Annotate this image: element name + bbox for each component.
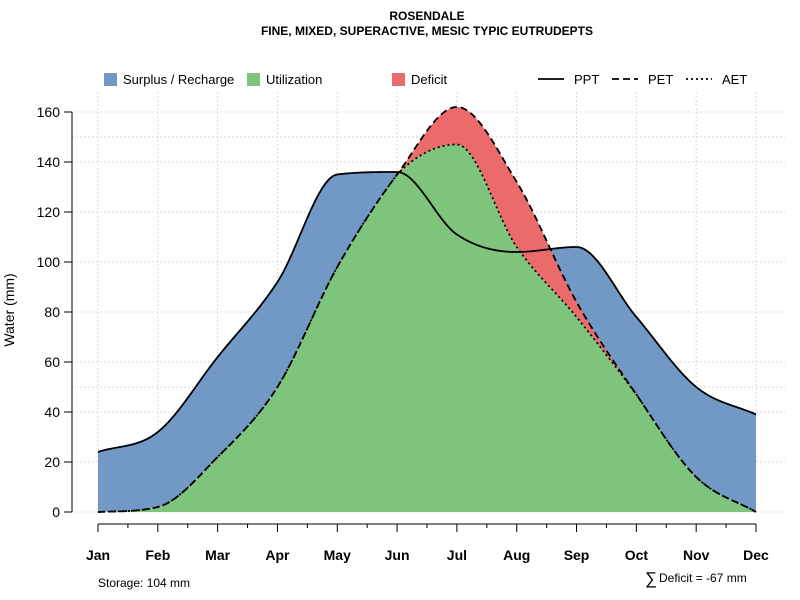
surplus-recharge-area xyxy=(98,144,756,512)
x-tick-label-jun: Jun xyxy=(385,547,410,563)
legend-label: AET xyxy=(722,72,747,87)
legend-item-utilization: Utilization xyxy=(247,72,322,87)
y-axis-label: Water (mm) xyxy=(1,273,17,346)
y-tick-label: 140 xyxy=(37,154,61,170)
y-tick-label: 160 xyxy=(37,104,61,120)
storage-label: Storage: 104 mm xyxy=(98,576,190,590)
x-tick-label-apr: Apr xyxy=(265,547,290,563)
series-line-pet xyxy=(97,106,757,513)
y-tick-label: 120 xyxy=(37,204,61,220)
x-tick-label-jan: Jan xyxy=(86,547,110,563)
series-lines xyxy=(97,106,757,513)
legend-item-pet: PET xyxy=(612,72,673,87)
legend-swatch xyxy=(392,73,405,86)
legend-item-aet: AET xyxy=(686,72,747,87)
area-fills xyxy=(98,107,756,512)
y-tick-label: 20 xyxy=(44,454,60,470)
y-tick-label: 0 xyxy=(52,504,60,520)
utilization-area xyxy=(98,144,756,512)
x-tick-label-feb: Feb xyxy=(145,547,170,563)
y-tick-label: 80 xyxy=(44,304,60,320)
legend-item-deficit: Deficit xyxy=(392,72,448,87)
deficit-total: Deficit = -67 mm xyxy=(659,571,747,585)
x-tick-label-dec: Dec xyxy=(743,547,769,563)
legend-swatch xyxy=(104,73,117,86)
y-tick-label: 100 xyxy=(37,254,61,270)
y-tick-label: 60 xyxy=(44,354,60,370)
legend-label: PPT xyxy=(574,72,599,87)
legend: Surplus / Recharge Utilization Deficit PPT P… xyxy=(104,72,747,87)
legend-swatch xyxy=(247,73,260,86)
legend-label: Surplus / Recharge xyxy=(123,72,234,87)
legend-label: Utilization xyxy=(266,72,322,87)
x-tick-label-nov: Nov xyxy=(683,547,710,563)
legend-label: Deficit xyxy=(411,72,448,87)
legend-label: PET xyxy=(648,72,673,87)
deficit-sum-icon: ∑ xyxy=(645,569,657,588)
x-tick-label-oct: Oct xyxy=(625,547,649,563)
series-line-ppt xyxy=(97,171,757,453)
chart-title: ROSENDALE xyxy=(389,9,464,23)
x-tick-label-jul: Jul xyxy=(447,547,467,563)
x-tick-label-mar: Mar xyxy=(205,547,230,563)
chart-subtitle: FINE, MIXED, SUPERACTIVE, MESIC TYPIC EU… xyxy=(261,24,593,38)
x-tick-label-may: May xyxy=(324,547,351,563)
axes: 0 20 40 60 80 100 120 140 160 Jan Feb Mar Apr May Jun J… xyxy=(37,104,769,563)
x-tick-label-sep: Sep xyxy=(564,547,590,563)
y-tick-label: 40 xyxy=(44,404,60,420)
legend-item-surplus-recharge: Surplus / Recharge xyxy=(104,72,234,87)
x-tick-label-aug: Aug xyxy=(503,547,530,563)
legend-item-ppt: PPT xyxy=(538,72,599,87)
